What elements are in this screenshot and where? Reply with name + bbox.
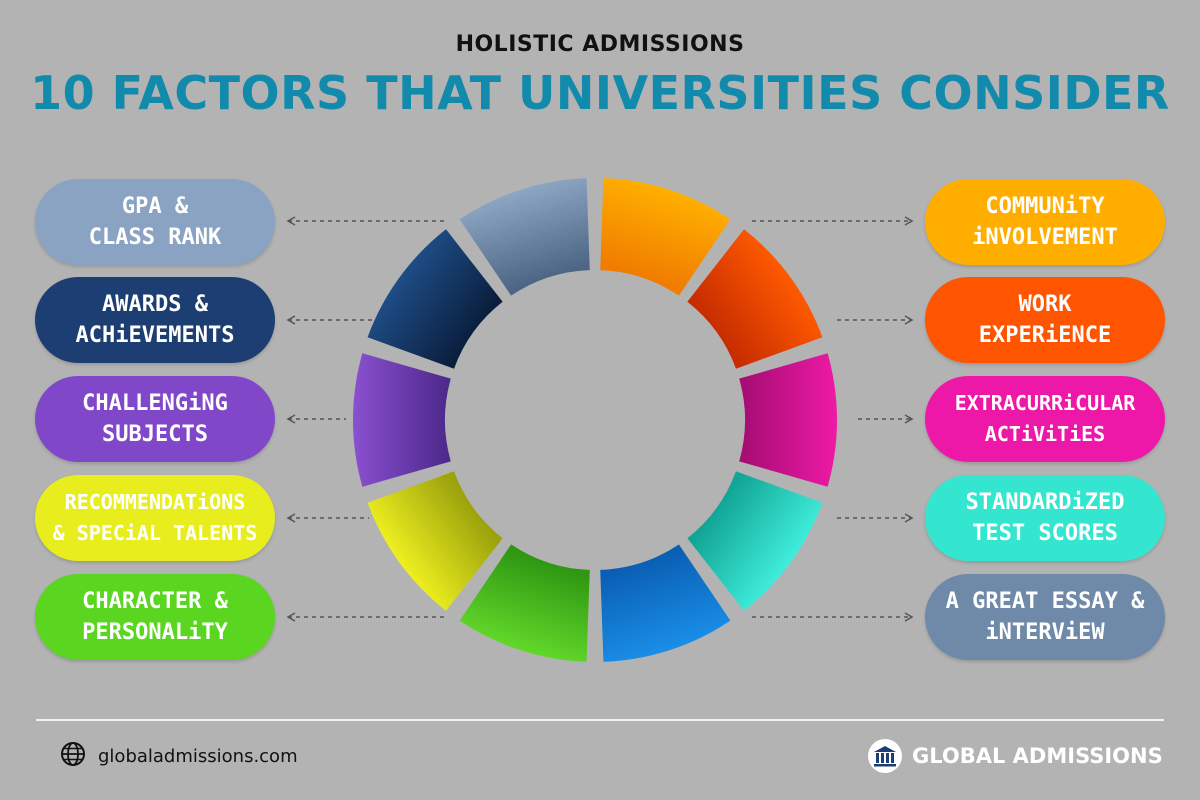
factor-character-personality: CHARACTER & PERSONALiTY (35, 574, 275, 660)
wheel-segment (367, 471, 503, 611)
factor-extracurricular-activities: EXTRACURRiCULAR ACTiViTiES (925, 376, 1165, 462)
arrow-head-icon (286, 216, 296, 226)
arrow-head-icon (904, 612, 914, 622)
factor-awards-achievements: AWARDS & ACHiEVEMENTS (35, 277, 275, 363)
factor-recommendations-talents: RECOMMENDATiONS & SPECiAL TALENTS (35, 475, 275, 561)
brand-logo: GLOBAL ADMISSIONS (868, 738, 1163, 774)
arrow-head-icon (904, 414, 914, 424)
arrow-head-icon (904, 216, 914, 226)
factor-standardized-test-scores: STANDARDiZED TEST SCORES (925, 475, 1165, 561)
wheel-segment (459, 178, 590, 296)
arrow-head-icon (904, 513, 914, 523)
arrow-head-icon (286, 612, 296, 622)
footer-divider (36, 719, 1164, 721)
factor-work-experience: WORK EXPERiENCE (925, 277, 1165, 363)
arrow-head-icon (904, 315, 914, 325)
wheel-segment (600, 544, 731, 662)
arrow-head-icon (286, 414, 296, 424)
website-text: globaladmissions.com (98, 745, 298, 767)
wheel-segment (739, 353, 837, 487)
wheel-segment (687, 229, 823, 369)
globe-icon (60, 741, 86, 771)
wheel-segment (687, 471, 823, 611)
arrow-head-icon (286, 513, 296, 523)
brand-text: GLOBAL ADMISSIONS (912, 744, 1163, 768)
arrow-head-icon (286, 315, 296, 325)
factor-challenging-subjects: CHALLENGiNG SUBJECTS (35, 376, 275, 462)
wheel-segment (600, 178, 731, 296)
page-title: 10 FACTORS THAT UNIVERSITIES CONSIDER (30, 66, 1170, 120)
factor-gpa-class-rank: GPA & CLASS RANK (35, 179, 275, 265)
website-link[interactable]: globaladmissions.com (60, 738, 298, 774)
factor-community-involvement: COMMUNiTY iNVOLVEMENT (925, 179, 1165, 265)
institution-icon (868, 739, 902, 773)
wheel-segment (459, 544, 590, 662)
subtitle: HOLISTIC ADMISSIONS (455, 32, 745, 57)
wheel-segment (367, 229, 503, 369)
factor-essay-interview: A GREAT ESSAY & iNTERViEW (925, 574, 1165, 660)
wheel-segment (353, 353, 451, 487)
